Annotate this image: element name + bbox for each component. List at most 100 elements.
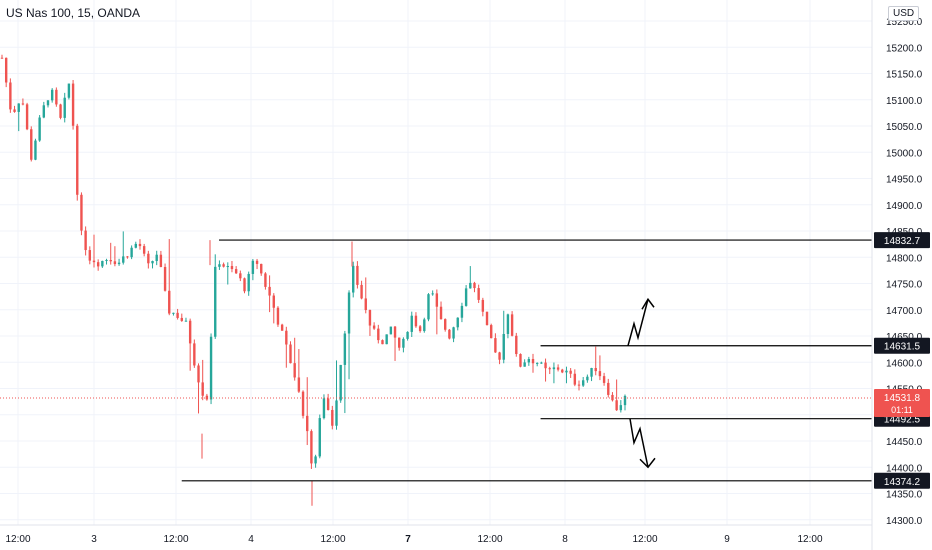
- candle-body: [188, 320, 192, 344]
- candle-body: [527, 358, 531, 363]
- level-price-label: 14832.7: [884, 236, 921, 247]
- candle-body: [498, 352, 501, 360]
- candle-body: [573, 373, 577, 385]
- currency-button[interactable]: USD: [888, 6, 920, 21]
- candle-body: [393, 326, 397, 338]
- candle-body: [255, 260, 259, 264]
- candle-body: [172, 312, 175, 314]
- candle-body: [581, 380, 585, 386]
- candle-body: [414, 315, 418, 327]
- time-axis[interactable]: 12:00 3 12:00 4 12:00 7 12:00 8 12:00 9 12:00: [0, 524, 872, 545]
- candle-body: [50, 89, 54, 101]
- price-axis[interactable]: 15250.0 15200.0 15150.0 15100.0 15050.0 15000…: [871, 0, 930, 550]
- candle-body: [364, 298, 367, 311]
- candle-body: [552, 367, 556, 370]
- candle-body: [280, 324, 284, 331]
- candle-body: [109, 259, 112, 262]
- candle-body: [0, 57, 4, 59]
- candle-body: [322, 398, 326, 419]
- candle-body: [122, 256, 125, 263]
- candle-body: [598, 371, 602, 377]
- x-tick-label: 12:00: [320, 534, 345, 545]
- candle-body: [335, 400, 338, 426]
- candle-body: [247, 273, 250, 292]
- candle-body: [260, 263, 263, 274]
- candle-body: [464, 288, 468, 306]
- candle-body: [113, 261, 117, 265]
- candle-body: [293, 363, 296, 378]
- candle-body: [556, 367, 560, 370]
- candle-body: [510, 314, 514, 336]
- candle-body: [285, 330, 288, 345]
- y-tick-label: 15050.0: [886, 122, 923, 133]
- candle-body: [306, 415, 309, 432]
- candle-body: [473, 282, 476, 289]
- candle-body: [38, 117, 41, 141]
- candle-body: [276, 307, 280, 325]
- candle-body: [126, 256, 129, 258]
- y-tick-label: 14450.0: [886, 437, 923, 448]
- candle-body: [96, 262, 100, 267]
- arrow-down-head: [639, 457, 656, 469]
- candle-body: [218, 264, 221, 267]
- annotations: [627, 297, 656, 469]
- candle-body: [92, 260, 96, 263]
- candlestick-series: [0, 54, 627, 506]
- candle-body: [477, 288, 480, 300]
- y-tick-label: 14600.0: [886, 358, 923, 369]
- y-tick-label: 14700.0: [886, 306, 923, 317]
- candle-body: [460, 305, 464, 318]
- level-price-tag: [874, 472, 930, 489]
- candle-body: [209, 336, 213, 400]
- candle-body: [339, 364, 342, 401]
- candle-body: [502, 333, 505, 360]
- candle-body: [602, 376, 606, 383]
- x-tick-label: 9: [724, 534, 730, 545]
- candle-body: [544, 362, 547, 369]
- candle-body: [142, 246, 146, 254]
- candle-body: [431, 293, 434, 295]
- candle-body: [268, 286, 271, 296]
- symbol-title[interactable]: US Nas 100, 15, OANDA: [6, 6, 141, 20]
- candle-body: [565, 370, 568, 373]
- candle-body: [385, 334, 388, 345]
- candle-body: [163, 266, 167, 291]
- candle-body: [168, 290, 171, 314]
- candle-body: [372, 325, 376, 329]
- candle-body: [13, 109, 16, 112]
- y-tick-label: 14950.0: [886, 175, 923, 186]
- candle-body: [159, 254, 163, 267]
- candle-body: [615, 400, 618, 411]
- candle-body: [619, 405, 623, 411]
- candle-body: [448, 329, 451, 339]
- candle-body: [444, 319, 447, 330]
- horizontal-levels: [0, 239, 872, 482]
- level-price-tag: [874, 337, 930, 354]
- candle-body: [310, 431, 313, 464]
- candle-body: [88, 250, 92, 261]
- candle-body: [427, 294, 430, 320]
- candle-body: [607, 382, 610, 395]
- candle-body: [63, 97, 66, 118]
- y-tick-label: 15200.0: [886, 43, 923, 54]
- candle-body: [4, 57, 8, 83]
- candle-body: [34, 140, 37, 160]
- y-tick-label: 15100.0: [886, 96, 923, 107]
- candle-body: [272, 295, 275, 308]
- candle-body: [418, 326, 422, 332]
- candle-body: [184, 320, 188, 322]
- candle-body: [289, 344, 292, 364]
- level-price-tag: [874, 232, 930, 249]
- arrow-up-head: [641, 297, 655, 310]
- candle-body: [134, 243, 137, 248]
- grid: [0, 0, 872, 525]
- candle-body: [519, 354, 522, 367]
- candle-body: [343, 333, 347, 365]
- level-price-label: 14492.5: [884, 415, 921, 426]
- candle-body: [389, 326, 393, 335]
- candle-body: [297, 377, 301, 392]
- candle-body: [301, 391, 305, 416]
- candle-body: [264, 273, 267, 287]
- candle-body: [197, 365, 200, 383]
